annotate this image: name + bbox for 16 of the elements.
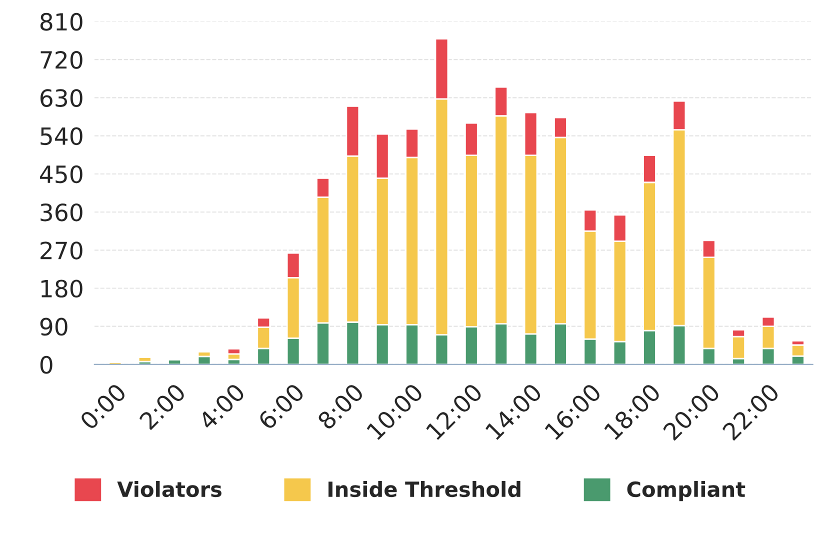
- y-tick-label: 180: [41, 280, 82, 298]
- y-tick-label: 630: [40, 89, 82, 107]
- bar: [138, 356, 152, 362]
- y-tick-label: 540: [40, 127, 82, 146]
- legend-label: Compliant: [627, 481, 746, 502]
- y-tick-label: 720: [40, 51, 82, 69]
- y-tick-label: 0: [40, 356, 52, 374]
- y-tick-label: 360: [40, 203, 82, 222]
- y-tick-label: 270: [40, 242, 82, 260]
- legend-label: Violators: [117, 481, 222, 498]
- y-tick-label: 90: [40, 318, 68, 336]
- y-tick-label: 450: [40, 165, 82, 184]
- bar: [168, 359, 182, 364]
- y-tick-label: 810: [40, 12, 82, 31]
- bar: [108, 362, 122, 364]
- legend-label: Inside Threshold: [328, 481, 520, 498]
